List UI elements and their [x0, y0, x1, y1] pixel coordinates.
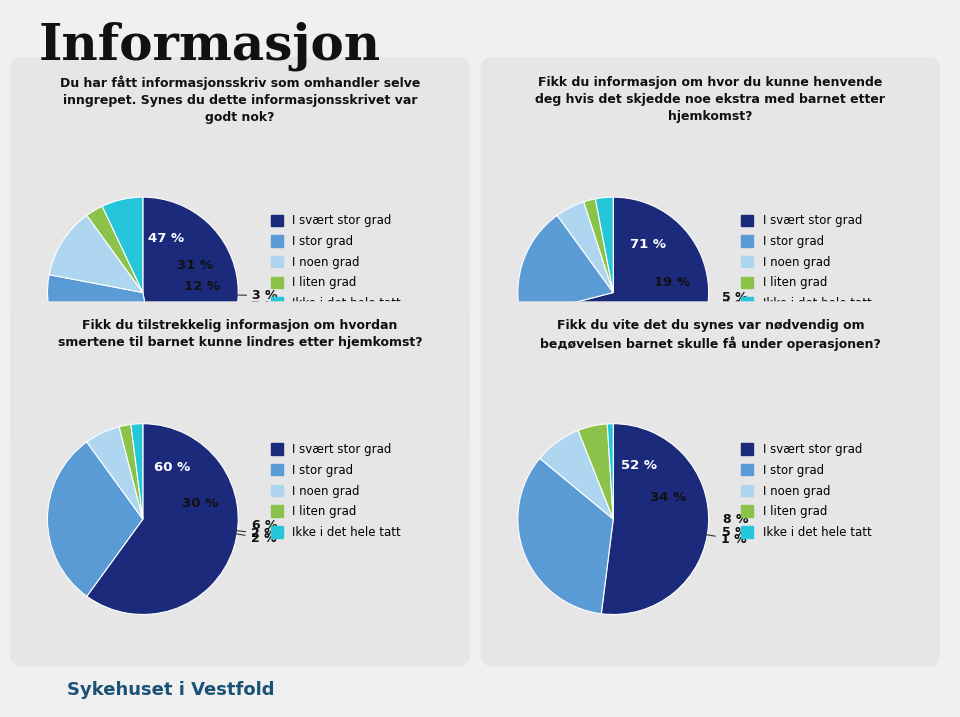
- Text: 47 %: 47 %: [149, 232, 184, 244]
- Wedge shape: [86, 427, 143, 519]
- Wedge shape: [119, 424, 143, 519]
- Text: 3 %: 3 %: [706, 304, 747, 317]
- Text: Informasjon: Informasjon: [38, 22, 380, 71]
- Wedge shape: [86, 206, 143, 293]
- Text: 60 %: 60 %: [155, 462, 190, 475]
- Text: 2 %: 2 %: [235, 532, 276, 545]
- Wedge shape: [47, 442, 143, 597]
- Text: 5 %: 5 %: [723, 291, 748, 304]
- FancyBboxPatch shape: [481, 301, 940, 667]
- Text: 6 %: 6 %: [252, 519, 277, 532]
- Wedge shape: [584, 199, 613, 293]
- Text: Sykehuset i Vestfold: Sykehuset i Vestfold: [67, 681, 275, 699]
- Wedge shape: [578, 424, 613, 519]
- Wedge shape: [47, 275, 160, 388]
- Wedge shape: [517, 215, 613, 316]
- FancyBboxPatch shape: [11, 301, 469, 667]
- Wedge shape: [540, 430, 613, 519]
- Text: 8 %: 8 %: [723, 513, 748, 526]
- Wedge shape: [102, 197, 143, 293]
- Wedge shape: [608, 424, 613, 519]
- Wedge shape: [143, 197, 238, 386]
- FancyBboxPatch shape: [11, 57, 469, 452]
- Wedge shape: [557, 201, 613, 293]
- Wedge shape: [601, 424, 708, 614]
- Text: 5 %: 5 %: [722, 526, 748, 539]
- Wedge shape: [517, 458, 613, 614]
- Text: 34 %: 34 %: [650, 491, 686, 505]
- Wedge shape: [521, 197, 708, 388]
- Text: Du har fått informasjonsskriv som omhandler selve
inngrepet. Synes du dette info: Du har fått informasjonsskriv som omhand…: [60, 76, 420, 125]
- Wedge shape: [86, 424, 238, 614]
- Text: Fikk du informasjon om hvor du kunne henvende
deg hvis det skjedde noe ekstra me: Fikk du informasjon om hvor du kunne hen…: [536, 76, 885, 123]
- Text: 2 %: 2 %: [235, 528, 276, 541]
- Text: 2 %: 2 %: [707, 299, 748, 312]
- Legend: I svært stor grad, I stor grad, I noen grad, I liten grad, Ikke i det hele tatt: I svært stor grad, I stor grad, I noen g…: [741, 443, 872, 539]
- FancyBboxPatch shape: [481, 57, 940, 452]
- Legend: I svært stor grad, I stor grad, I noen grad, I liten grad, Ikke i det hele tatt: I svært stor grad, I stor grad, I noen g…: [271, 214, 401, 310]
- Text: 19 %: 19 %: [654, 276, 689, 289]
- Wedge shape: [131, 424, 143, 519]
- Text: Fikk du tilstrekkelig informasjon om hvordan
smertene til barnet kunne lindres e: Fikk du tilstrekkelig informasjon om hvo…: [58, 319, 422, 349]
- Text: Fikk du vite det du synes var nødvendig om
bедøvelsen barnet skulle få under ope: Fikk du vite det du synes var nødvendig …: [540, 319, 881, 351]
- Text: 7 %: 7 %: [252, 300, 277, 313]
- Wedge shape: [595, 197, 613, 293]
- Text: 52 %: 52 %: [621, 460, 658, 473]
- Wedge shape: [49, 215, 143, 293]
- Text: 1 %: 1 %: [706, 533, 747, 546]
- Text: 31 %: 31 %: [178, 259, 213, 272]
- Text: 30 %: 30 %: [181, 498, 218, 511]
- Legend: I svært stor grad, I stor grad, I noen grad, I liten grad, Ikke i det hele tatt: I svært stor grad, I stor grad, I noen g…: [271, 443, 401, 539]
- Legend: I svært stor grad, I stor grad, I noen grad, I liten grad, Ikke i det hele tatt: I svært stor grad, I stor grad, I noen g…: [741, 214, 872, 310]
- Text: 3 %: 3 %: [236, 289, 277, 303]
- Text: 12 %: 12 %: [183, 280, 220, 293]
- Text: 71 %: 71 %: [630, 238, 665, 251]
